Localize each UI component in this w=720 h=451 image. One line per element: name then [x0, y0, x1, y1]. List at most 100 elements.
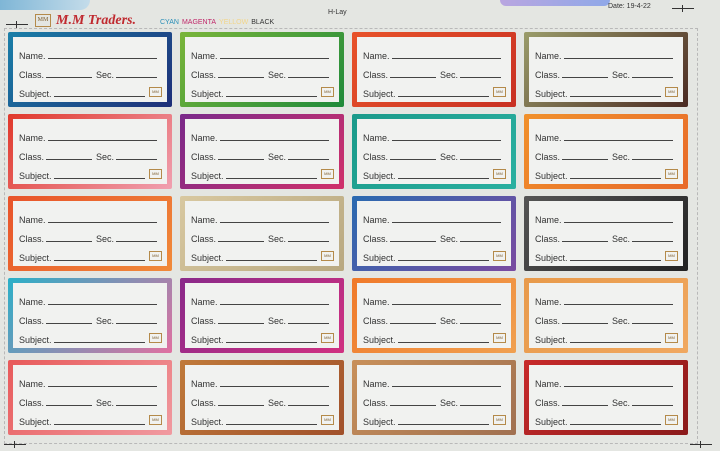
label-body: Name. Class. Sec. Subject. MM — [185, 119, 339, 184]
subject-field-label: Subject. — [363, 171, 396, 181]
label-body: Name. Class. Sec. Subject. MM — [357, 201, 511, 266]
class-field-label: Class. — [363, 70, 389, 80]
subject-blank — [397, 178, 489, 179]
class-field-label: Class. — [535, 70, 561, 80]
crop-mark — [4, 441, 26, 448]
subject-blank — [569, 178, 661, 179]
sec-field-label: Sec. — [96, 398, 115, 408]
name-field-label: Name. — [191, 51, 218, 61]
subject-field-label: Subject. — [191, 253, 224, 263]
class-line: Class. Sec. — [363, 225, 505, 244]
class-field-label: Class. — [363, 234, 389, 244]
class-line: Class. Sec. — [191, 307, 333, 326]
sec-field-label: Sec. — [96, 70, 115, 80]
name-field-label: Name. — [363, 297, 390, 307]
subject-line: Subject. — [191, 162, 333, 181]
subject-field-label: Subject. — [535, 171, 568, 181]
class-blank — [562, 159, 609, 160]
sec-field-label: Sec. — [96, 316, 115, 326]
name-blank — [563, 58, 673, 59]
subject-line: Subject. — [19, 80, 161, 99]
brand-logo-small: MM — [665, 415, 678, 425]
name-blank — [47, 386, 157, 387]
class-line: Class. Sec. — [363, 61, 505, 80]
subject-field-label: Subject. — [535, 89, 568, 99]
name-field-label: Name. — [363, 215, 390, 225]
sec-field-label: Sec. — [612, 70, 631, 80]
label-body: Name. Class. Sec. Subject. MM — [13, 201, 167, 266]
subject-blank — [53, 424, 145, 425]
sec-field-label: Sec. — [612, 152, 631, 162]
name-line: Name. — [363, 370, 505, 389]
name-field-label: Name. — [19, 215, 46, 225]
brand-logo-small: MM — [665, 169, 678, 179]
name-blank — [391, 386, 501, 387]
class-line: Class. Sec. — [191, 225, 333, 244]
subject-blank — [225, 342, 317, 343]
name-label-sticker: Name. Class. Sec. Subject. MM — [524, 114, 688, 189]
brand-logo-small: MM — [149, 87, 162, 97]
subject-field-label: Subject. — [535, 335, 568, 345]
class-line: Class. Sec. — [191, 389, 333, 408]
subject-blank — [53, 178, 145, 179]
sec-field-label: Sec. — [96, 234, 115, 244]
subject-blank — [569, 342, 661, 343]
brand-logo-small: MM — [149, 169, 162, 179]
class-line: Class. Sec. — [535, 143, 677, 162]
subject-field-label: Subject. — [191, 417, 224, 427]
name-field-label: Name. — [535, 215, 562, 225]
photo-background-swatch — [0, 0, 90, 10]
class-line: Class. Sec. — [363, 307, 505, 326]
class-blank — [218, 323, 265, 324]
brand-logo-small: MM — [493, 87, 506, 97]
name-label-sticker: Name. Class. Sec. Subject. MM — [180, 360, 344, 435]
name-label-sticker: Name. Class. Sec. Subject. MM — [8, 278, 172, 353]
name-label-sticker: Name. Class. Sec. Subject. MM — [180, 114, 344, 189]
name-line: Name. — [191, 370, 333, 389]
ink-yellow: YELLOW — [219, 19, 249, 26]
name-line: Name. — [535, 124, 677, 143]
sec-blank — [632, 159, 673, 160]
label-body: Name. Class. Sec. Subject. MM — [185, 283, 339, 348]
brand-logo: MM — [35, 14, 51, 27]
label-sheet — [4, 28, 698, 444]
class-field-label: Class. — [191, 398, 217, 408]
sec-blank — [632, 323, 673, 324]
sec-field-label: Sec. — [268, 316, 287, 326]
sec-blank — [116, 405, 157, 406]
brand-logo-small: MM — [321, 415, 334, 425]
label-body: Name. Class. Sec. Subject. MM — [529, 37, 683, 102]
sec-field-label: Sec. — [612, 316, 631, 326]
name-blank — [219, 386, 329, 387]
name-label-sticker: Name. Class. Sec. Subject. MM — [8, 32, 172, 107]
label-body: Name. Class. Sec. Subject. MM — [13, 37, 167, 102]
class-field-label: Class. — [19, 234, 45, 244]
name-line: Name. — [363, 288, 505, 307]
subject-line: Subject. — [363, 80, 505, 99]
name-blank — [391, 304, 501, 305]
name-line: Name. — [191, 288, 333, 307]
sec-field-label: Sec. — [440, 152, 459, 162]
class-blank — [218, 241, 265, 242]
brand-logo-small: MM — [149, 333, 162, 343]
name-label-sticker: Name. Class. Sec. Subject. MM — [524, 360, 688, 435]
name-line: Name. — [19, 206, 161, 225]
name-label-sticker: Name. Class. Sec. Subject. MM — [8, 196, 172, 271]
label-body: Name. Class. Sec. Subject. MM — [357, 283, 511, 348]
brand-logo-small: MM — [493, 251, 506, 261]
name-line: Name. — [535, 370, 677, 389]
subject-line: Subject. — [535, 326, 677, 345]
name-field-label: Name. — [535, 133, 562, 143]
subject-field-label: Subject. — [19, 253, 52, 263]
class-field-label: Class. — [191, 234, 217, 244]
subject-blank — [569, 424, 661, 425]
subject-line: Subject. — [363, 244, 505, 263]
name-blank — [563, 386, 673, 387]
name-label-sticker: Name. Class. Sec. Subject. MM — [524, 32, 688, 107]
subject-line: Subject. — [191, 408, 333, 427]
class-blank — [390, 159, 437, 160]
subject-blank — [225, 424, 317, 425]
class-line: Class. Sec. — [363, 389, 505, 408]
label-body: Name. Class. Sec. Subject. MM — [529, 283, 683, 348]
class-field-label: Class. — [535, 234, 561, 244]
